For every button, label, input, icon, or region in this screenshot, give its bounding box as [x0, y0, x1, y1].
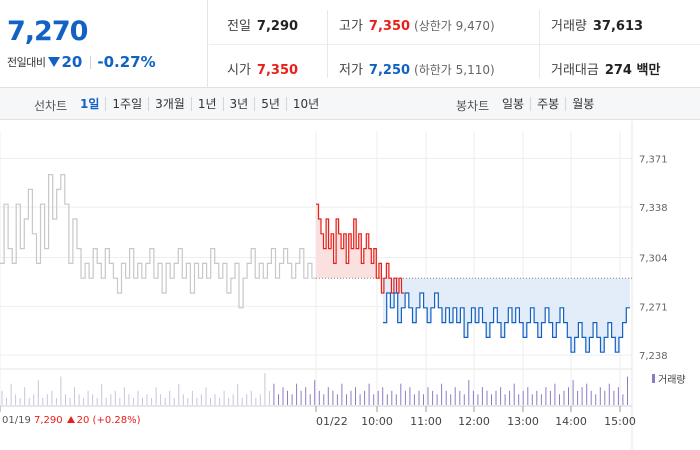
prev-day-change: 20 (+0.28%): [76, 415, 141, 426]
upper-limit: (상한가 9,470): [414, 19, 495, 33]
period-tab[interactable]: 1일: [80, 97, 100, 111]
stat-label: 저가: [339, 63, 363, 78]
prev-day-date: 01/19: [2, 415, 31, 426]
period-tab[interactable]: 3개월: [148, 97, 191, 111]
x-tick-label: 13:00: [507, 415, 539, 428]
lower-limit: (하한가 5,110): [414, 63, 495, 77]
down-triangle-icon: [48, 57, 61, 67]
current-price: 7,270: [7, 16, 88, 47]
volume-legend: 거래량: [652, 371, 686, 386]
stat-value: 7,350: [256, 63, 299, 78]
stat-prev-close: 전일 7,290: [227, 15, 298, 34]
x-tick-label: 15:00: [604, 415, 636, 428]
y-tick-label: 7,371: [639, 154, 668, 165]
stat-value: 7,290: [256, 19, 299, 34]
price-chart-svg: 01/22 10:00 11:00 12:00 13:00 14:00 15:00 7,371…: [0, 121, 668, 450]
divider: [209, 44, 700, 45]
stat-label: 거래대금: [551, 63, 599, 78]
divider: [539, 10, 540, 78]
change-label: 전일대비: [7, 56, 46, 69]
down-area: [383, 278, 630, 353]
stat-label: 시가: [227, 63, 251, 78]
divider: [90, 55, 92, 69]
candle-tab[interactable]: 일봉: [502, 97, 525, 111]
x-tick-label: 01/22: [316, 415, 348, 428]
up-price-line: [316, 203, 404, 294]
stat-label: 전일: [227, 19, 251, 34]
candle-tab[interactable]: 주봉: [530, 97, 565, 111]
stat-label: 거래량: [551, 19, 587, 34]
stat-value: 37,613: [592, 19, 644, 34]
prev-day-label: 01/19 7,290 20 (+0.28%): [2, 415, 141, 426]
change-value: 20: [61, 53, 83, 71]
candle-tabs: 일봉 주봉 월봉: [496, 97, 600, 111]
period-tab[interactable]: 10년: [285, 97, 325, 111]
stat-value: 7,350: [368, 19, 411, 34]
period-tab[interactable]: 3년: [222, 97, 255, 111]
stat-value: 274 백만: [604, 63, 661, 78]
price-chart: 01/22 10:00 11:00 12:00 13:00 14:00 15:00 7,371…: [0, 121, 700, 450]
y-tick-label: 7,338: [639, 203, 668, 214]
stat-high: 고가 7,350 (상한가 9,470): [339, 15, 495, 34]
stat-volume: 거래량 37,613: [551, 15, 643, 34]
stat-low: 저가 7,250 (하한가 5,110): [339, 59, 495, 78]
period-tabs: 1일 1주일 3개월 1년 3년 5년 10년: [74, 97, 325, 111]
x-tick-label: 14:00: [555, 415, 587, 428]
stat-open: 시가 7,350: [227, 59, 298, 78]
stat-amount: 거래대금 274 백만: [551, 59, 660, 78]
candle-chart-label: 봉차트: [456, 99, 490, 113]
period-tab[interactable]: 1년: [190, 97, 223, 111]
period-tab[interactable]: 1주일: [105, 97, 148, 111]
change-rate: -0.27%: [97, 53, 156, 71]
period-tab[interactable]: 5년: [254, 97, 286, 111]
up-triangle-icon: [66, 416, 75, 423]
line-chart-label: 선차트: [34, 99, 68, 113]
x-tick-label: 10:00: [361, 415, 393, 428]
chart-period-bar: 선차트 1일 1주일 3개월 1년 3년 5년 10년 봉차트 일봉 주봉 월봉: [0, 88, 700, 120]
x-tick-label: 11:00: [410, 415, 442, 428]
prev-day-close: 7,290: [34, 415, 63, 426]
price-box: 7,270 전일대비 20 -0.27%: [0, 0, 208, 88]
candle-tab[interactable]: 월봉: [565, 97, 600, 111]
stock-summary: 7,270 전일대비 20 -0.27% 전일 7,290 고가 7,350 (상한가…: [0, 0, 700, 88]
volume-swatch: [652, 374, 655, 383]
x-tick-label: 12:00: [458, 415, 490, 428]
y-tick-label: 7,304: [639, 253, 668, 264]
volume-legend-label: 거래량: [658, 375, 686, 386]
divider: [327, 10, 328, 78]
prev-day-line: [0, 174, 316, 309]
stat-label: 고가: [339, 19, 363, 34]
price-change-row: 전일대비 20 -0.27%: [7, 53, 156, 71]
y-tick-label: 7,271: [639, 302, 668, 313]
stat-grid: 전일 7,290 고가 7,350 (상한가 9,470) 거래량 37,613 시가 7…: [209, 0, 700, 88]
stat-value: 7,250: [368, 63, 411, 78]
down-price-line: [383, 292, 630, 353]
y-tick-label: 7,238: [639, 351, 668, 362]
